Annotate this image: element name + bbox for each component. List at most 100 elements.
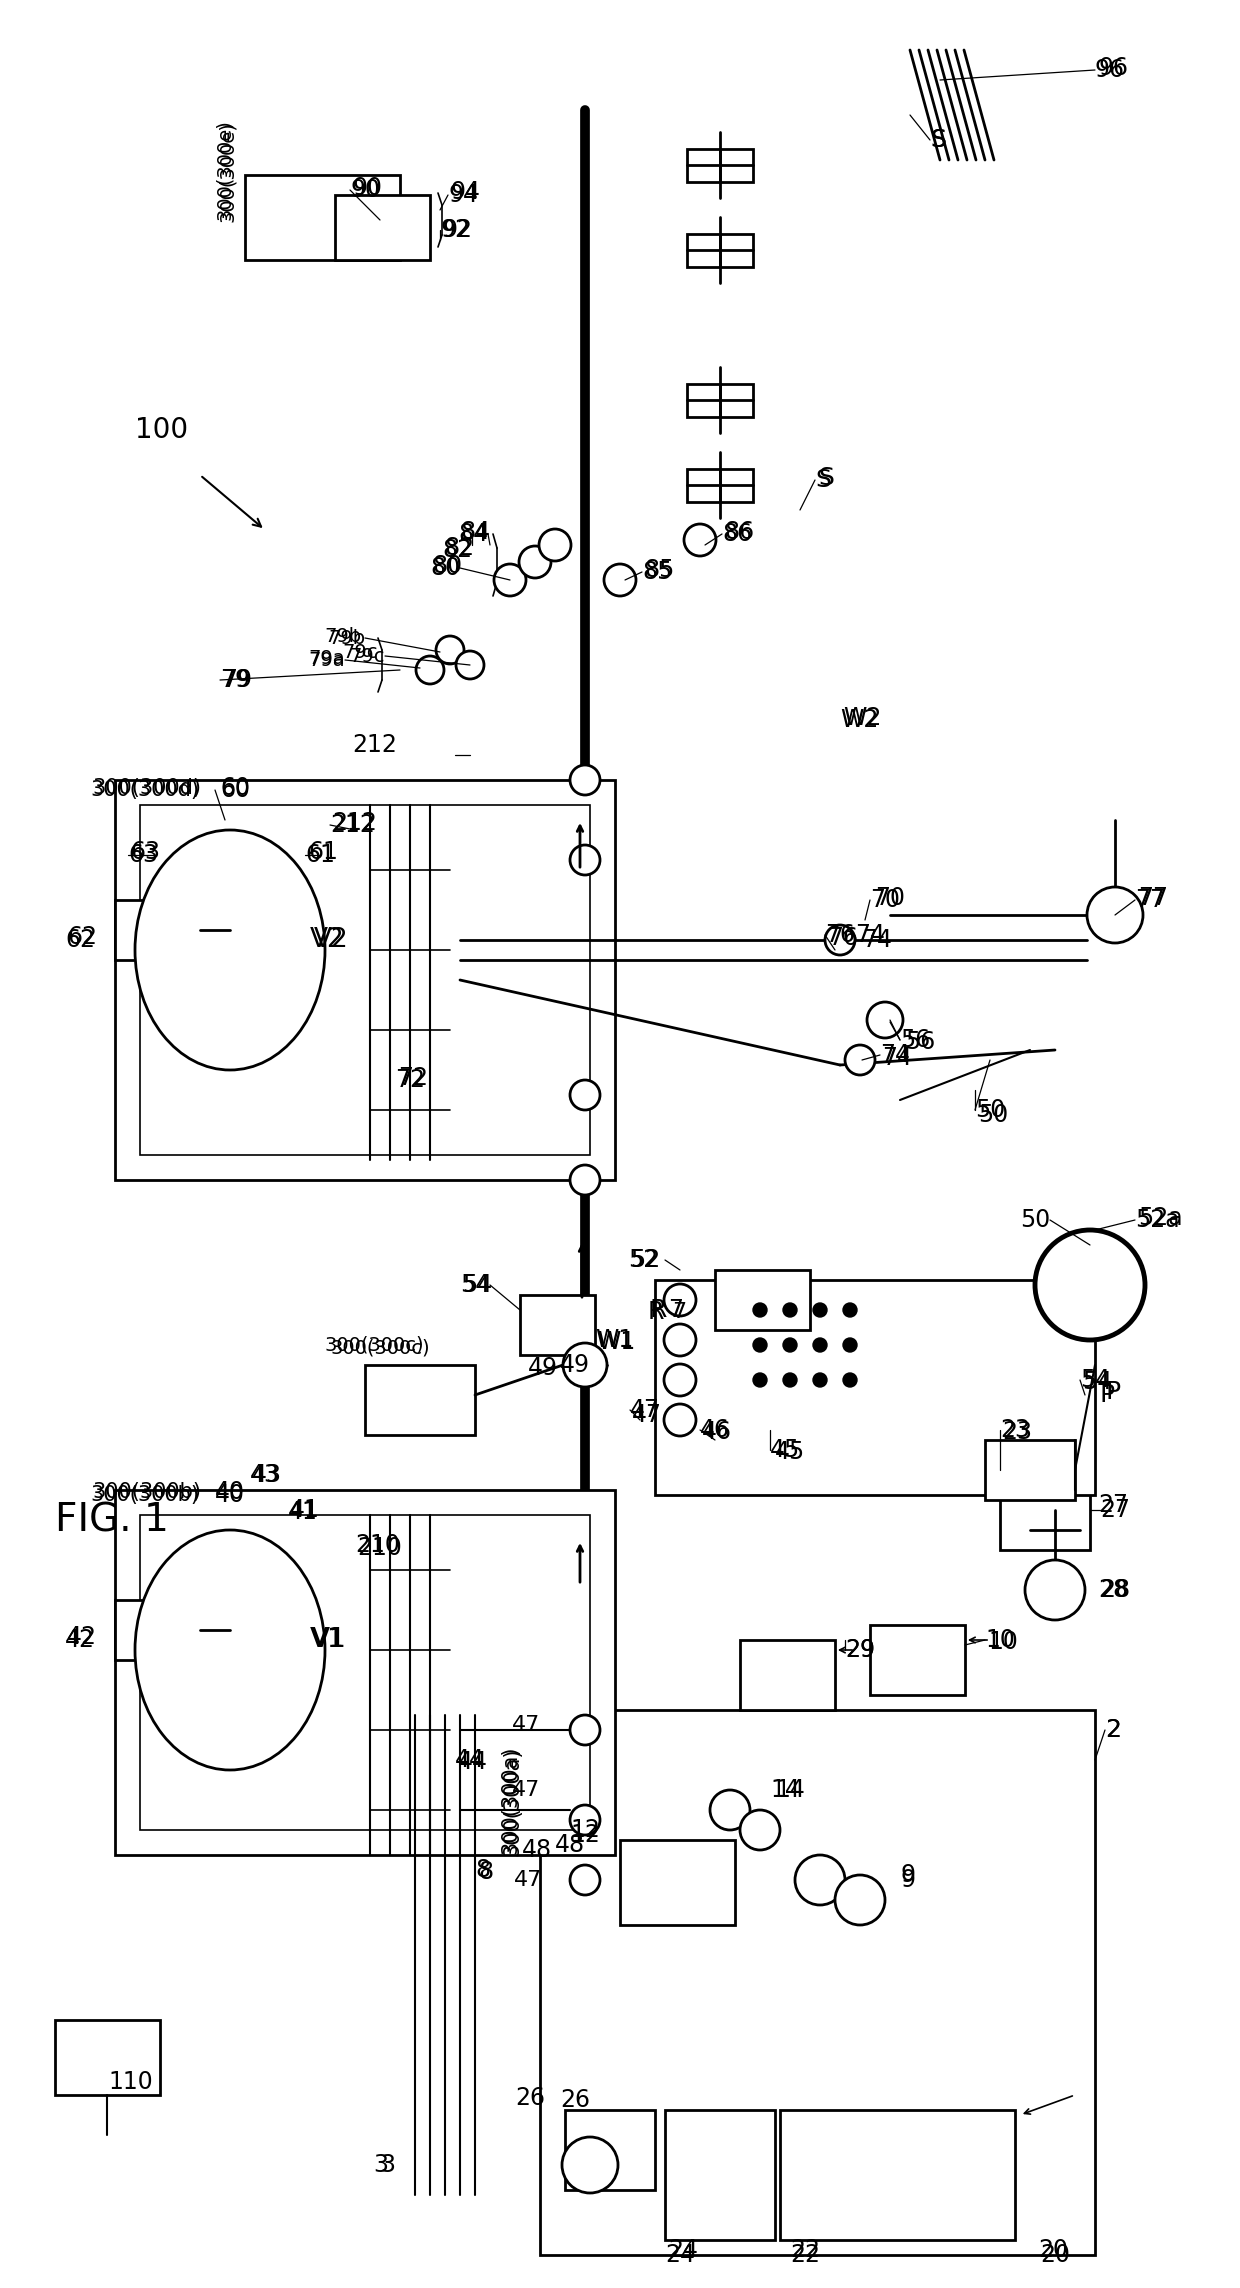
Text: 210: 210 [355,1533,399,1558]
Text: 79a: 79a [309,648,345,668]
Text: 94: 94 [448,183,477,206]
Text: W2: W2 [843,707,882,730]
Text: 44: 44 [455,1748,485,1771]
Bar [687,149,720,183]
Text: R: R [650,1297,667,1322]
Circle shape [843,1302,857,1318]
Text: 29: 29 [844,1638,875,1661]
Text: 41: 41 [288,1501,317,1524]
Text: 76: 76 [825,922,856,947]
Circle shape [563,1343,608,1387]
Text: 92: 92 [440,217,470,243]
Text: 79b: 79b [325,627,362,645]
Text: 92: 92 [441,217,472,243]
Text: 90: 90 [350,178,379,201]
Text: 2: 2 [1105,1718,1121,1741]
Circle shape [494,565,526,595]
Bar [870,1624,965,1695]
Text: 86: 86 [722,522,753,547]
Bar [740,1640,835,1709]
Text: 70: 70 [875,885,905,911]
Text: 212: 212 [332,810,377,835]
Bar [999,1489,1090,1549]
Circle shape [813,1302,827,1318]
Text: 42: 42 [67,1624,97,1650]
Circle shape [663,1364,696,1396]
Text: P: P [1105,1380,1120,1405]
Text: 24: 24 [668,2238,698,2263]
Circle shape [570,1716,600,1746]
Text: 56: 56 [905,1030,935,1055]
Circle shape [867,1002,903,1039]
Text: 85: 85 [642,561,672,583]
Text: 29: 29 [844,1638,875,1661]
Text: 20: 20 [1038,2238,1068,2263]
Text: 47: 47 [512,1780,539,1801]
Text: 14: 14 [775,1778,805,1803]
Text: 23: 23 [1002,1421,1032,1444]
Text: 210: 210 [357,1535,402,1560]
Bar [620,1840,735,1924]
Circle shape [813,1373,827,1387]
Text: 90: 90 [352,176,382,199]
Text: 110: 110 [108,2071,153,2094]
Text: 44: 44 [458,1750,489,1773]
Text: 54: 54 [460,1272,490,1297]
Text: 74: 74 [882,1046,911,1071]
Circle shape [570,1080,600,1110]
Bar [665,2110,775,2240]
Text: 62: 62 [67,924,97,950]
Bar [715,1270,810,1329]
Text: 48: 48 [522,1837,552,1862]
Bar [115,780,615,1181]
Text: 96: 96 [1097,55,1128,80]
Text: FIG. 1: FIG. 1 [55,1501,169,1540]
Text: 24: 24 [665,2242,694,2267]
Circle shape [753,1373,768,1387]
Text: 9: 9 [900,1867,915,1892]
Text: 80: 80 [430,556,460,579]
Text: 300(300e): 300(300e) [218,121,237,222]
Circle shape [456,652,484,680]
Circle shape [782,1302,797,1318]
Bar [720,469,753,501]
Text: S: S [930,128,946,151]
Text: 23: 23 [999,1419,1030,1441]
Bar [720,233,753,268]
Text: R: R [649,1300,665,1325]
Circle shape [520,547,551,579]
Text: 42: 42 [64,1629,95,1652]
Text: 3: 3 [379,2153,396,2176]
Ellipse shape [135,1531,325,1771]
Text: 49: 49 [528,1357,558,1380]
Circle shape [843,1373,857,1387]
Text: 74: 74 [856,922,885,947]
Bar [687,384,720,416]
Bar [985,1439,1075,1501]
Circle shape [843,1338,857,1352]
Text: 49: 49 [560,1352,590,1377]
Text: 300(300b): 300(300b) [91,1485,198,1506]
Circle shape [663,1284,696,1316]
Text: 70: 70 [870,888,900,913]
Text: 61: 61 [305,842,335,867]
Text: 84: 84 [460,519,490,545]
Text: 61: 61 [308,840,337,865]
Circle shape [604,565,636,595]
Circle shape [1025,1560,1085,1620]
Text: 54: 54 [1080,1368,1110,1391]
Text: 300(300a): 300(300a) [500,1746,520,1853]
Text: 60: 60 [219,778,250,803]
Circle shape [844,1046,875,1075]
Ellipse shape [135,831,325,1071]
Text: 79b: 79b [327,629,365,648]
Text: 86: 86 [724,519,754,545]
Text: S: S [818,467,833,490]
Text: 12: 12 [570,1819,600,1842]
Bar [720,149,753,183]
Text: 46: 46 [701,1419,730,1441]
Circle shape [436,636,464,664]
Text: 62: 62 [64,929,95,952]
Text: 8: 8 [475,1858,490,1883]
Text: 79c: 79c [342,643,378,661]
